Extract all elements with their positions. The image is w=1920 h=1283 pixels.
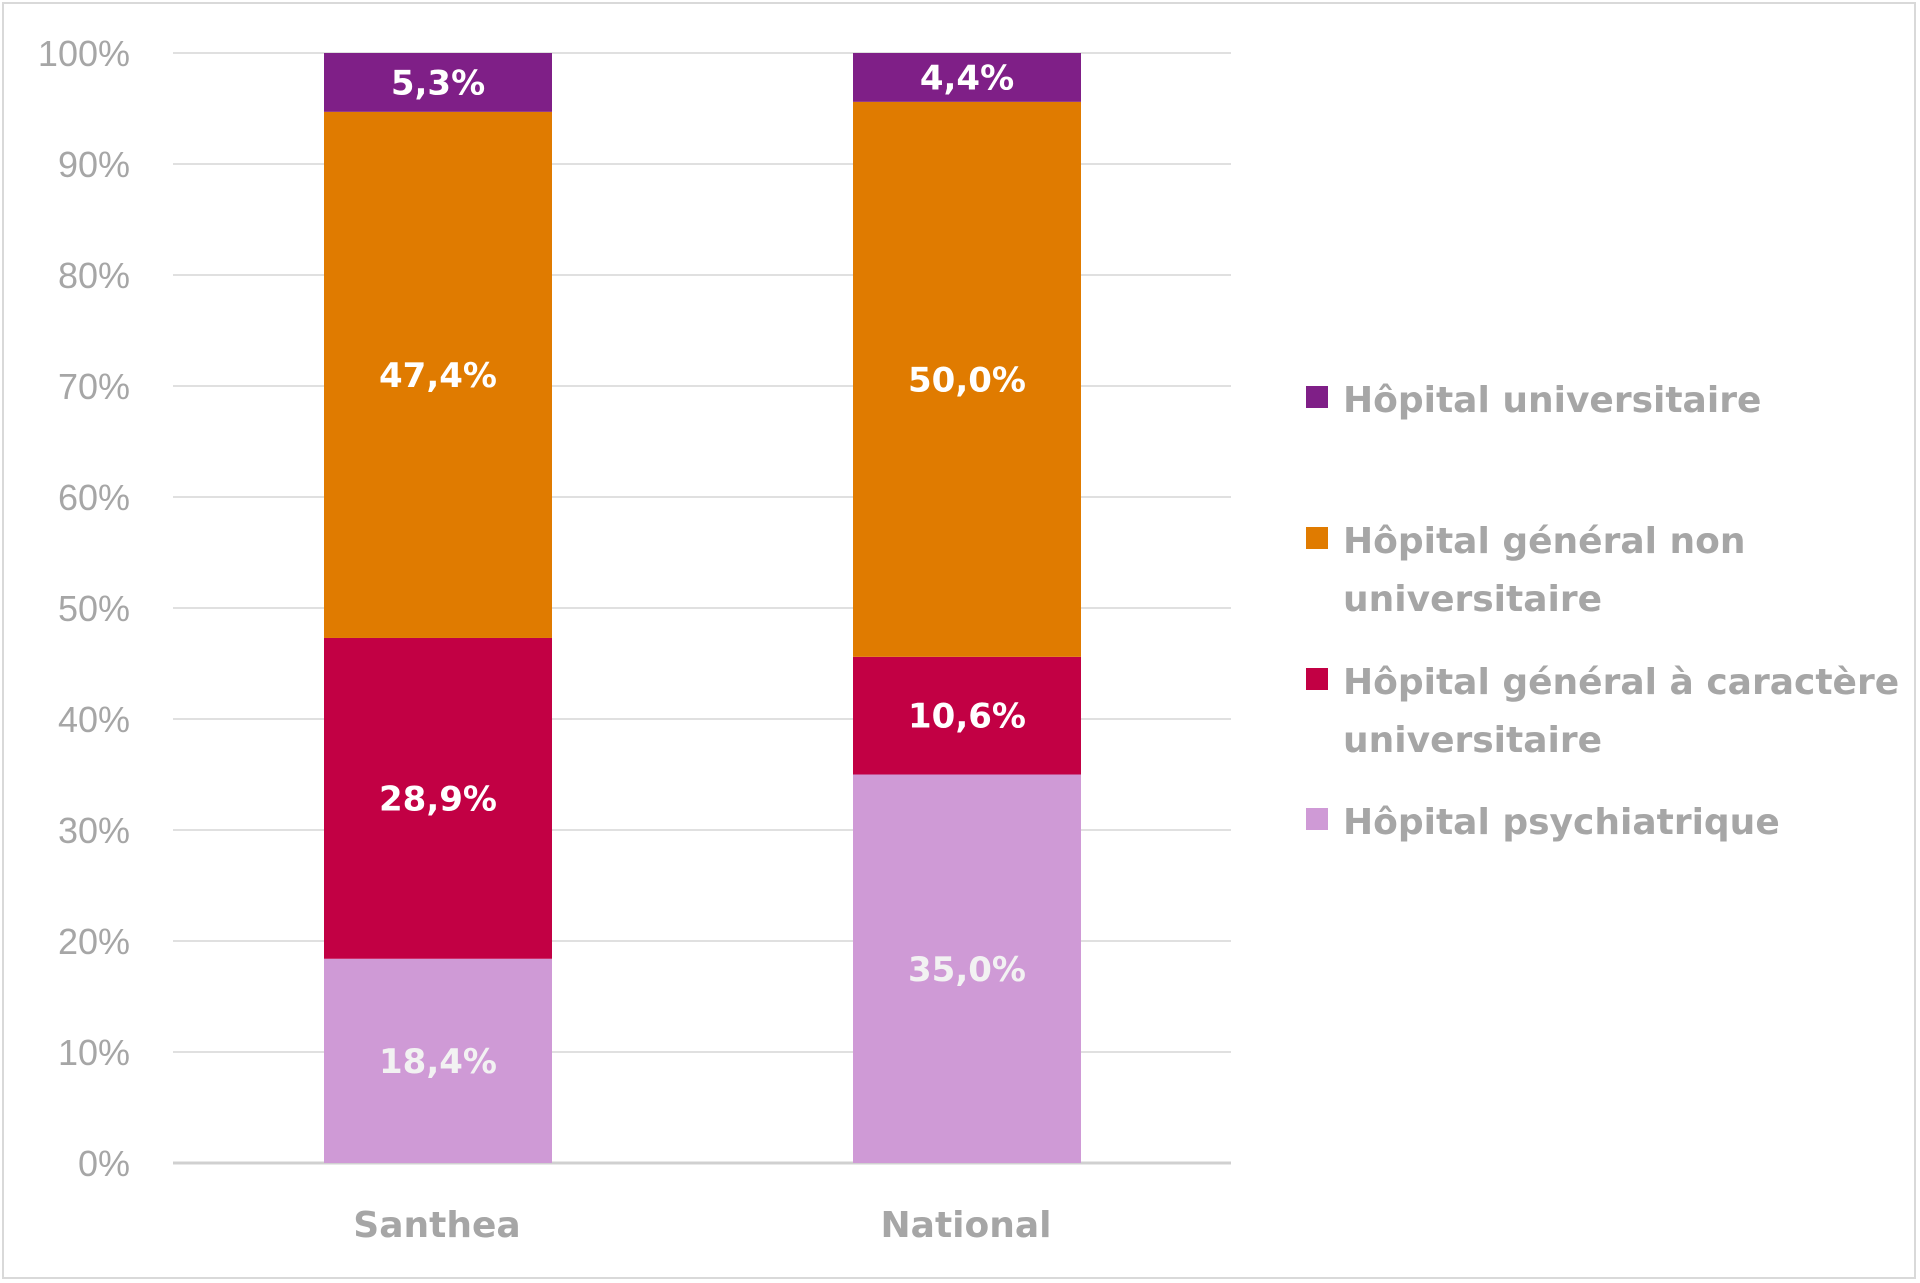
y-tick-label: 80% [58,255,130,296]
y-tick-label: 50% [58,588,130,629]
x-tick-label: Santhea [353,1205,520,1246]
legend-label: universitaire [1343,720,1602,761]
y-tick-label: 70% [58,366,130,407]
bar-segment [324,958,552,1163]
y-tick-label: 40% [58,699,130,740]
y-tick-label: 100% [38,33,130,74]
data-label: 50,0% [908,360,1026,400]
data-label: 5,3% [391,63,485,103]
legend-swatch [1306,668,1328,690]
legend-swatch [1306,808,1328,830]
y-tick-label: 90% [58,144,130,185]
data-label: 18,4% [379,1042,497,1082]
legend-swatch [1306,527,1328,549]
y-tick-label: 10% [58,1032,130,1073]
y-tick-label: 0% [78,1143,130,1184]
bar-segment [324,53,552,112]
x-tick-label: National [881,1205,1052,1246]
legend-label: Hôpital général à caractère [1343,662,1899,703]
bar-segment [853,101,1081,657]
legend-swatch [1306,386,1328,408]
legend-label: universitaire [1343,579,1602,620]
bar-segment [853,53,1081,102]
legend-label: Hôpital universitaire [1343,380,1761,421]
data-label: 28,9% [379,779,497,819]
data-label: 10,6% [908,697,1026,737]
legend-label: Hôpital général non [1343,521,1746,562]
data-label: 35,0% [908,950,1026,990]
data-label: 47,4% [379,356,497,396]
data-label: 4,4% [920,58,1014,98]
bar-segment [853,774,1081,1163]
y-tick-label: 20% [58,921,130,962]
bar-segment [324,637,552,959]
y-tick-label: 30% [58,810,130,851]
y-tick-label: 60% [58,477,130,518]
bar-segment [324,111,552,638]
bar-segment [853,656,1081,775]
legend-label: Hôpital psychiatrique [1343,802,1780,843]
